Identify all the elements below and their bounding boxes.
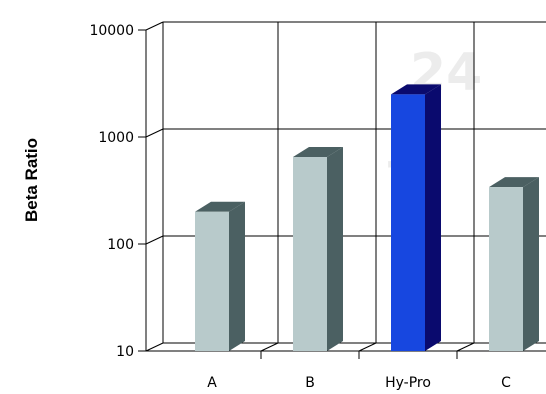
- gridline-side: [145, 21, 164, 31]
- floor-line: [260, 342, 279, 352]
- y-tick-label: 100: [107, 237, 134, 253]
- bar-top: [391, 84, 441, 95]
- bar-front: [293, 157, 327, 351]
- grid-lines: [145, 21, 546, 352]
- y-axis-label: Beta Ratio: [22, 138, 41, 222]
- bar: [293, 147, 343, 351]
- gridline-side: [145, 235, 164, 245]
- y-tick-label: 10: [116, 344, 134, 360]
- x-tick-label: Hy-Pro: [385, 375, 431, 391]
- gridline-side: [145, 342, 164, 352]
- y-axis: 10 100 1000 10000: [89, 23, 146, 360]
- x-tick-label: B: [305, 375, 315, 391]
- bar-top: [293, 147, 343, 158]
- bar-side: [425, 84, 441, 352]
- x-tick-label: C: [501, 375, 511, 391]
- bar-top: [489, 177, 539, 188]
- bar-front: [195, 211, 229, 351]
- bar: [391, 84, 441, 352]
- bar-side: [229, 201, 245, 351]
- bar-top: [195, 201, 245, 212]
- bar: [195, 201, 245, 351]
- bar-front: [489, 187, 523, 351]
- bars: [195, 84, 539, 352]
- x-tick-label: A: [207, 375, 217, 391]
- bar: [489, 177, 539, 351]
- bar-front: [391, 94, 425, 352]
- y-tick-label: 1000: [98, 130, 134, 146]
- x-axis: A B Hy-Pro C: [207, 351, 511, 391]
- y-tick-label: 10000: [89, 23, 134, 39]
- bar-side: [327, 147, 343, 351]
- floor-line: [358, 342, 377, 352]
- gridline-side: [145, 128, 164, 138]
- bar-side: [523, 177, 539, 351]
- floor-line: [456, 342, 475, 352]
